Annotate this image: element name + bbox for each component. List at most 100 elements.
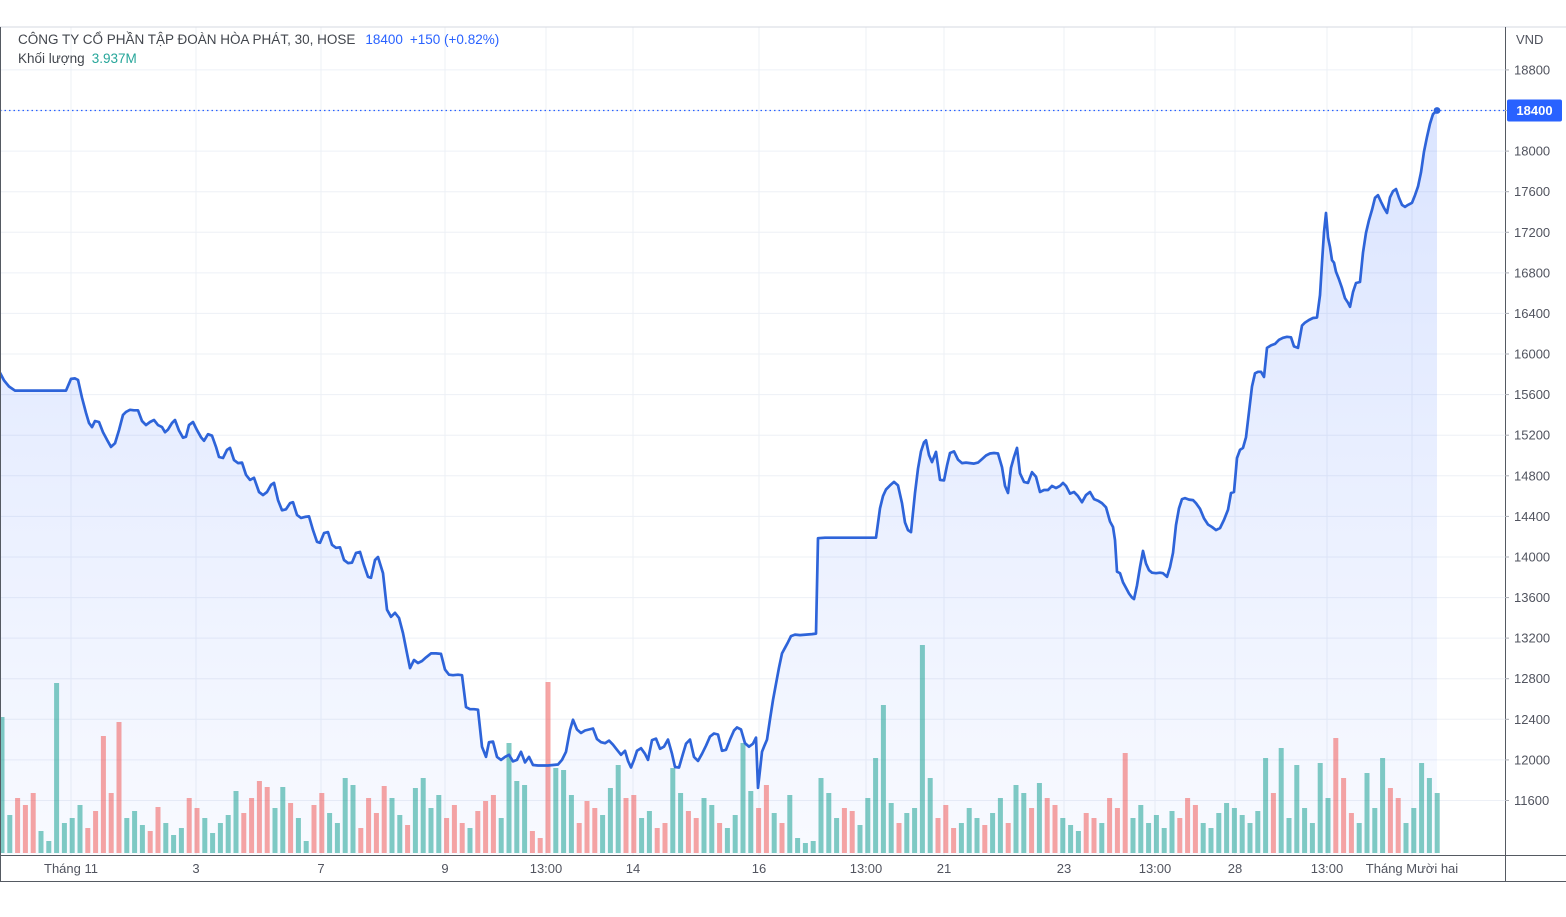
volume-bar xyxy=(1169,811,1175,853)
price-change-value: +150 (+0.82%) xyxy=(409,32,500,47)
volume-bar xyxy=(1005,823,1011,853)
volume-bar xyxy=(428,808,434,853)
volume-bar xyxy=(202,818,208,853)
volume-bar xyxy=(514,781,520,853)
volume-bar xyxy=(225,815,231,853)
volume-bar xyxy=(810,841,816,853)
volume-bar xyxy=(951,828,957,853)
legend-volume-row[interactable]: Khối lượng 3.937M xyxy=(18,50,499,67)
volume-bars xyxy=(0,645,1440,853)
volume-bar xyxy=(732,815,738,853)
volume-bar xyxy=(841,808,847,853)
volume-bar xyxy=(459,823,465,853)
time-tick-label: 9 xyxy=(441,861,448,876)
volume-bar xyxy=(451,805,457,853)
time-tick-label: 3 xyxy=(192,861,199,876)
volume-bar xyxy=(381,786,387,853)
volume-bar xyxy=(1294,765,1300,853)
volume-bar xyxy=(178,828,184,853)
volume-bar xyxy=(171,835,177,853)
volume-bar xyxy=(1270,793,1276,853)
volume-bar xyxy=(623,798,629,853)
volume-bar xyxy=(1138,805,1144,853)
chart-legend: CÔNG TY CỔ PHẦN TẬP ĐOÀN HÒA PHÁT, 30, H… xyxy=(18,31,499,69)
volume-bar xyxy=(490,795,496,853)
volume-bar xyxy=(1286,818,1292,853)
volume-bar xyxy=(295,818,301,853)
time-tick-label: 16 xyxy=(752,861,766,876)
volume-bar xyxy=(966,808,972,853)
volume-bar xyxy=(217,823,223,853)
volume-bar xyxy=(678,793,684,853)
volume-bar xyxy=(366,798,372,853)
price-tick-label: 17200 xyxy=(1514,225,1550,240)
volume-bar xyxy=(1099,823,1105,853)
volume-bar xyxy=(350,785,356,853)
volume-bar xyxy=(1263,758,1269,853)
volume-bar xyxy=(1013,785,1019,853)
volume-bar xyxy=(802,843,808,853)
volume-bar xyxy=(1185,798,1191,853)
volume-bar xyxy=(38,831,44,853)
price-tick-label: 14400 xyxy=(1514,509,1550,524)
time-tick-label: 23 xyxy=(1057,861,1071,876)
volume-bar xyxy=(1021,793,1027,853)
volume-bar xyxy=(1122,753,1128,853)
price-axis[interactable] xyxy=(1505,27,1566,881)
volume-bar xyxy=(1364,773,1370,853)
volume-bar xyxy=(147,831,153,853)
price-line xyxy=(0,107,1441,790)
volume-bar xyxy=(436,795,442,853)
symbol-title[interactable]: CÔNG TY CỔ PHẦN TẬP ĐOÀN HÒA PHÁT, 30, H… xyxy=(18,32,356,47)
volume-bar xyxy=(904,813,910,853)
volume-bar xyxy=(896,823,902,853)
volume-bar xyxy=(1192,805,1198,853)
volume-bar xyxy=(139,825,145,853)
volume-bar xyxy=(537,838,543,853)
volume-bar xyxy=(880,705,886,853)
time-tick-label: 14 xyxy=(626,861,640,876)
price-tick-label: 16800 xyxy=(1514,265,1550,280)
volume-bar xyxy=(1309,823,1315,853)
volume-bar xyxy=(888,803,894,853)
time-tick-label: 13:00 xyxy=(530,861,563,876)
volume-bar xyxy=(85,828,91,853)
price-tick-label: 18800 xyxy=(1514,62,1550,77)
price-tick-label: 13600 xyxy=(1514,590,1550,605)
time-tick-label: 21 xyxy=(937,861,951,876)
volume-bar xyxy=(249,798,255,853)
time-axis[interactable] xyxy=(0,855,1505,881)
volume-bar xyxy=(1239,815,1245,853)
volume-bar xyxy=(1091,818,1097,853)
price-area xyxy=(0,110,1437,854)
volume-bar xyxy=(631,795,637,853)
volume-bar xyxy=(1083,813,1089,853)
volume-bar xyxy=(22,805,28,853)
legend-symbol-row[interactable]: CÔNG TY CỔ PHẦN TẬP ĐOÀN HÒA PHÁT, 30, H… xyxy=(18,31,499,48)
pane-borders xyxy=(0,26,1566,882)
volume-bar xyxy=(522,785,528,853)
volume-bar xyxy=(264,787,270,853)
volume-bar xyxy=(186,798,192,853)
volume-bar xyxy=(873,758,879,853)
volume-bar xyxy=(600,815,606,853)
volume-bar xyxy=(1434,793,1440,853)
volume-bar xyxy=(865,798,871,853)
volume-bar xyxy=(475,811,481,853)
volume-bar xyxy=(327,813,333,853)
volume-bar xyxy=(646,811,652,853)
time-tick-label: 7 xyxy=(317,861,324,876)
time-tick-label: Tháng Mười hai xyxy=(1366,861,1458,876)
volume-bar xyxy=(1052,805,1058,853)
volume-bar xyxy=(69,818,75,853)
volume-bar xyxy=(132,811,138,853)
price-axis-currency: VND xyxy=(1516,32,1543,47)
volume-bar xyxy=(311,805,317,853)
volume-bar xyxy=(100,736,106,853)
volume-bar xyxy=(288,803,294,853)
time-tick-label: 13:00 xyxy=(850,861,883,876)
volume-bar xyxy=(935,818,941,853)
volume-bar xyxy=(748,791,754,853)
volume-bar xyxy=(717,823,723,853)
